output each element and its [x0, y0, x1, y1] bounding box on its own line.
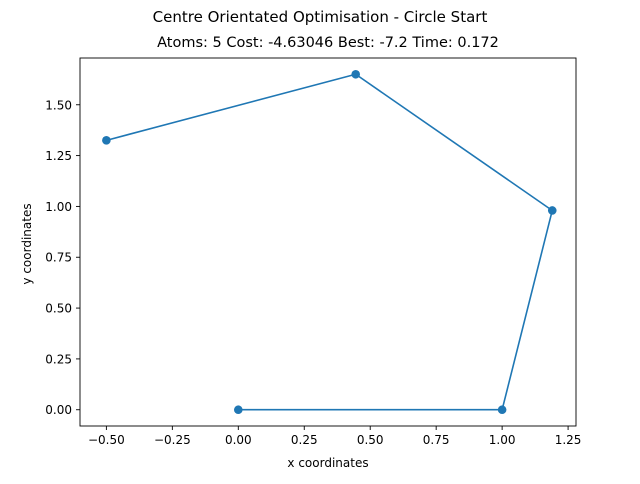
x-tick-label: −0.50 — [88, 433, 125, 447]
y-tick-label: 1.50 — [45, 98, 72, 112]
x-tick-label: −0.25 — [154, 433, 191, 447]
series-line — [105, 73, 554, 411]
y-tick-label: 1.00 — [45, 200, 72, 214]
data-point — [497, 405, 507, 415]
x-tick-label: 1.00 — [489, 433, 516, 447]
y-tick-label: 0.00 — [45, 403, 72, 417]
data-point — [233, 405, 243, 415]
data-point — [547, 206, 557, 215]
data-point — [351, 69, 361, 79]
x-tick-label: 0.25 — [291, 433, 318, 447]
x-tick-label: 1.25 — [555, 433, 582, 447]
chart-suptitle: Centre Orientated Optimisation - Circle … — [153, 8, 488, 26]
y-tick-label: 0.25 — [45, 352, 72, 366]
y-axis-label: y coordinates — [20, 203, 34, 284]
x-tick-label: 0.50 — [357, 433, 384, 447]
x-axis-label: x coordinates — [287, 456, 368, 470]
plot-area: −0.50 −0.25 0.00 0.25 0.50 0.75 1.00 1.25 0.00 0.… — [45, 57, 582, 447]
data-point — [102, 136, 111, 145]
x-tick-label: 0.00 — [225, 433, 252, 447]
chart-title: Atoms: 5 Cost: -4.63046 Best: -7.2 Time:… — [157, 35, 499, 51]
y-tick-label: 1.25 — [45, 149, 72, 163]
x-tick-label: 0.75 — [423, 433, 450, 447]
y-tick-label: 0.75 — [45, 251, 72, 265]
y-tick-label: 0.50 — [45, 302, 72, 316]
axes-frame — [79, 57, 577, 427]
